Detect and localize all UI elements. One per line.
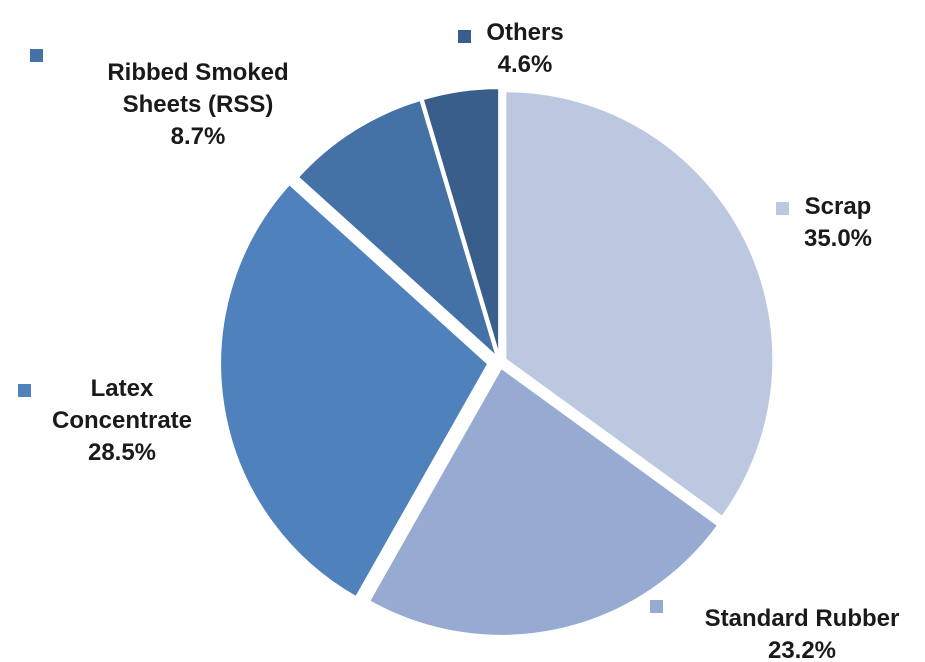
slice-value-label-2: 28.5% xyxy=(88,439,156,466)
slice-category-label-3: Sheets (RSS) xyxy=(123,91,274,118)
pie-slice-3 xyxy=(296,98,499,361)
pie-slices xyxy=(219,87,775,637)
slice-category-label-0: Scrap xyxy=(805,193,872,220)
pie-labels: Scrap 35.0% Standard Rubber 23.2% Latex Conce… xyxy=(18,19,899,662)
legend-marker-3 xyxy=(30,49,43,62)
slice-category-label-2: Concentrate xyxy=(52,407,192,434)
slice-category-label-1: Standard Rubber xyxy=(705,605,900,632)
slice-value-label-0: 35.0% xyxy=(804,225,872,252)
pie-slice-1 xyxy=(367,366,720,637)
slice-value-label-3: 8.7% xyxy=(171,123,226,150)
legend-marker-0 xyxy=(776,202,789,215)
slice-category-label-2: Latex xyxy=(91,375,154,402)
slice-value-label-4: 4.6% xyxy=(498,51,553,78)
pie-slice-2 xyxy=(219,182,490,599)
pie-slice-0 xyxy=(504,90,775,519)
slice-value-label-1: 23.2% xyxy=(768,637,836,662)
slice-category-label-4: Others xyxy=(486,19,563,46)
legend-marker-4 xyxy=(458,30,471,43)
legend-marker-1 xyxy=(650,600,663,613)
slice-category-label-3: Ribbed Smoked xyxy=(107,59,288,86)
pie-slice-4 xyxy=(421,87,501,357)
legend-marker-2 xyxy=(18,384,31,397)
